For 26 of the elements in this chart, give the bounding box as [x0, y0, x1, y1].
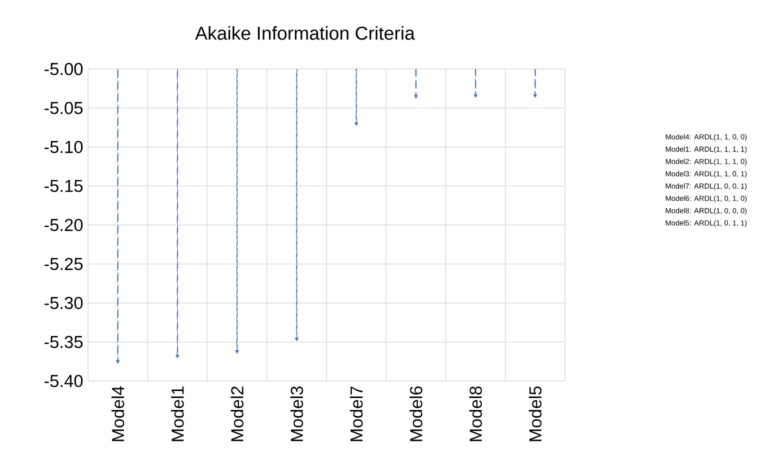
point [474, 94, 478, 98]
point [235, 350, 239, 354]
x-tick-label: Model1 [171, 386, 184, 442]
y-tick-label: -5.20 [44, 218, 83, 232]
y-tick-label: -5.00 [44, 62, 83, 76]
point [116, 360, 120, 364]
y-tick-label: -5.10 [44, 140, 83, 154]
y-tick-label: -5.30 [44, 296, 83, 310]
x-tick-label: Model7 [350, 386, 363, 442]
chart-title: Akaike Information Criteria [195, 26, 415, 40]
point [414, 95, 418, 98]
x-tick-label: Model3 [290, 386, 304, 442]
x-tick-label: Model2 [230, 386, 244, 442]
point [533, 94, 538, 98]
y-tick-label: -5.15 [44, 180, 83, 192]
x-tick-label: Model5 [528, 386, 542, 442]
point [176, 354, 180, 358]
x-tick-label: Model8 [469, 386, 482, 442]
y-tick-label: -5.25 [44, 258, 83, 270]
x-tick-label: Model4 [111, 386, 124, 442]
point [294, 338, 299, 342]
y-tick-label: -5.35 [44, 336, 83, 348]
point [354, 122, 358, 126]
y-tick-label: -5.05 [44, 102, 83, 114]
x-tick-label: Model6 [410, 386, 422, 442]
y-tick-label: -5.40 [44, 374, 83, 388]
